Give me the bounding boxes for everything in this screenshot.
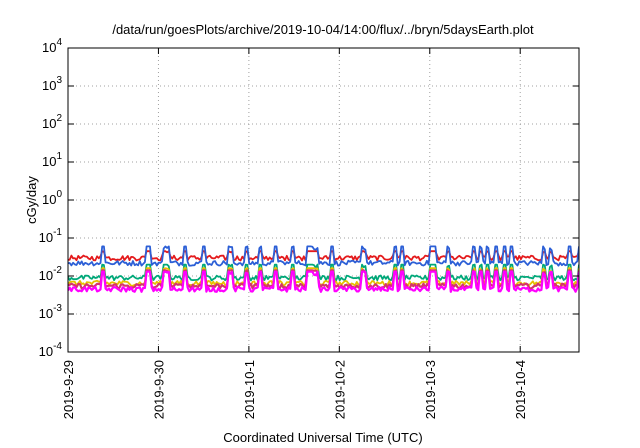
y-tick-label: 103 (42, 75, 62, 93)
x-tick-label: 2019-10-4 (513, 360, 528, 419)
y-tick-label-exponent: -1 (53, 227, 62, 238)
y-tick-label: 102 (42, 113, 62, 131)
y-tick-label: 10-2 (39, 265, 63, 283)
y-tick-label-base: 10 (39, 306, 53, 321)
x-axis-label: Coordinated Universal Time (UTC) (223, 430, 422, 445)
y-tick-label: 10-4 (39, 341, 63, 359)
y-axis-label: cGy/day (24, 176, 39, 224)
y-tick-label-exponent: -2 (53, 265, 62, 276)
y-tick-label-base: 10 (39, 268, 53, 283)
y-tick-label-base: 10 (42, 116, 56, 131)
y-tick-label-exponent: 2 (56, 113, 62, 124)
grid (68, 48, 579, 352)
y-tick-label-base: 10 (39, 230, 53, 245)
y-tick-label-exponent: 3 (56, 75, 62, 86)
series-group (68, 245, 579, 293)
y-tick-label-exponent: -3 (53, 303, 62, 314)
y-tick-label: 104 (42, 37, 62, 55)
y-tick-label-base: 10 (42, 78, 56, 93)
y-tick-label: 10-1 (39, 227, 63, 245)
x-tick-label: 2019-9-30 (151, 360, 166, 419)
series-line-6 (68, 270, 579, 293)
y-tick-label-base: 10 (42, 154, 56, 169)
series-line-2 (68, 245, 579, 267)
y-tick-label-base: 10 (42, 192, 56, 207)
x-axis: 2019-9-29 2019-9-30 2019-10-1 2019-10-2 2019… (61, 48, 528, 419)
y-tick-label-exponent: 4 (56, 37, 62, 48)
y-tick-label: 10-3 (39, 303, 63, 321)
y-tick-label-base: 10 (42, 40, 56, 55)
x-tick-label: 2019-10-1 (242, 360, 257, 419)
x-tick-label: 2019-10-3 (423, 360, 438, 419)
y-tick-label: 101 (42, 151, 62, 169)
y-tick-label-exponent: 0 (56, 189, 62, 200)
x-tick-label: 2019-10-2 (332, 360, 347, 419)
y-tick-label: 100 (42, 189, 62, 207)
y-tick-label-exponent: -4 (53, 341, 62, 352)
y-tick-label-exponent: 1 (56, 151, 62, 162)
chart-title: /data/run/goesPlots/archive/2019-10-04/1… (112, 22, 534, 37)
y-tick-label-base: 10 (39, 344, 53, 359)
x-tick-label: 2019-9-29 (61, 360, 76, 419)
